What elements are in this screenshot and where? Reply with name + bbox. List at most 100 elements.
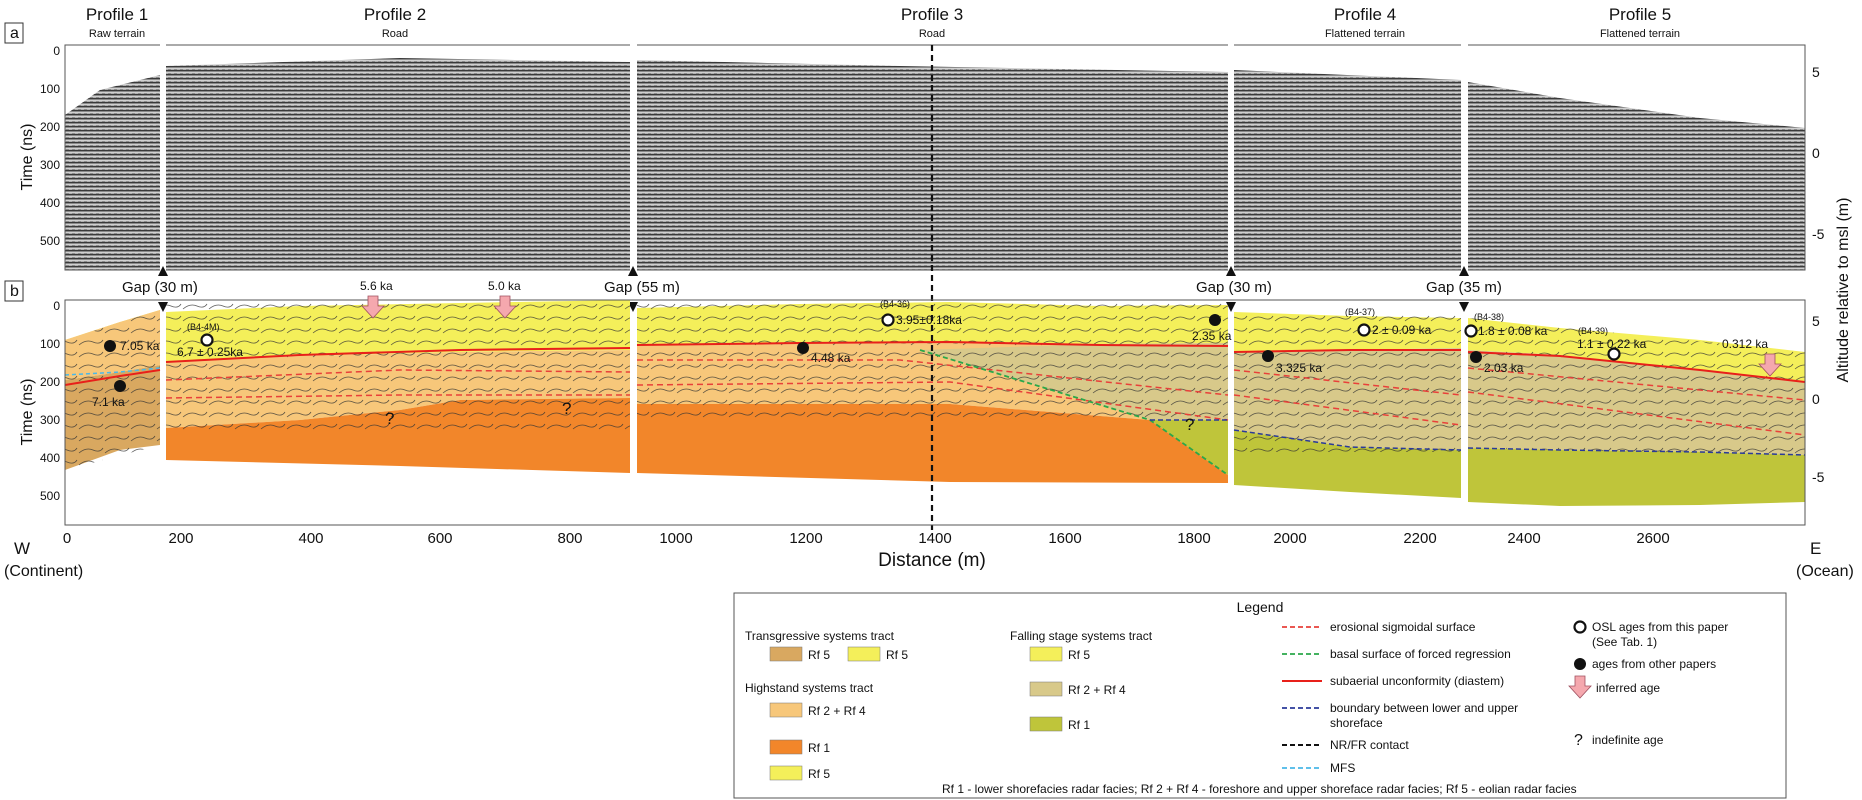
- distance-tick: 400: [298, 530, 323, 547]
- radargram-profile-4: [1234, 45, 1461, 270]
- legend-hst-rf1: Rf 1: [808, 741, 830, 755]
- a-time-tick: 500: [40, 234, 60, 248]
- a-time-tick: 200: [40, 120, 60, 134]
- east-sub-label: (Ocean): [1796, 563, 1854, 580]
- age-label: 0.312 ka: [1722, 337, 1768, 351]
- a-time-tick: 300: [40, 158, 60, 172]
- b-time-tick: 100: [40, 337, 60, 351]
- b-time-tick: 200: [40, 375, 60, 389]
- p3-rf1: [637, 404, 1228, 483]
- a-time-tick: 0: [53, 44, 60, 58]
- age-label: 1.8 ± 0.08 ka: [1478, 324, 1548, 338]
- legend-tst-rf5b: Rf 5: [886, 648, 908, 662]
- indefinite-age-mark: ?: [385, 409, 394, 428]
- legend-hst-rf5: Rf 5: [808, 767, 830, 781]
- legend-fsst: Falling stage systems tract: [1010, 629, 1153, 643]
- legend-swatch-hst-rf1: [769, 739, 803, 755]
- distance-tick: 2000: [1273, 530, 1306, 547]
- age-dot: [1262, 350, 1274, 362]
- a-time-tick: 400: [40, 196, 60, 210]
- age-label: 4.48 ka: [811, 351, 851, 365]
- age-label: 6.7 ± 0.25ka: [177, 345, 243, 359]
- age-label: 5.6 ka: [360, 279, 393, 293]
- gap-separators: [158, 40, 1469, 520]
- age-dot: [1470, 351, 1482, 363]
- b-time-tick: 400: [40, 451, 60, 465]
- age-dot: [1209, 314, 1221, 326]
- profile-4-subtitle: Flattened terrain: [1325, 28, 1405, 40]
- profile-2-subtitle: Road: [382, 28, 408, 40]
- legend-swatch-tst-rf5-brown: [769, 646, 803, 662]
- gap-label-1: Gap (30 m): [122, 279, 198, 296]
- panel-b-time-ticks: 0 100 200 300 400 500: [40, 299, 60, 503]
- radargram-panels: [65, 45, 1805, 270]
- a-alt-tick: -5: [1812, 226, 1825, 242]
- legend-fsst-rf24: Rf 2 + Rf 4: [1068, 683, 1126, 697]
- a-alt-tick: 0: [1812, 145, 1820, 161]
- age-label: 2.35 ka: [1192, 329, 1232, 343]
- distance-tick: 1200: [789, 530, 822, 547]
- panel-a-time-label: Time (ns): [19, 124, 36, 191]
- osl-age-marker: [1607, 347, 1621, 361]
- a-time-tick: 100: [40, 82, 60, 96]
- profile-3-subtitle: Road: [919, 28, 945, 40]
- legend-other-age-symbol: [1574, 658, 1586, 670]
- age-label: 7.1 ka: [92, 395, 125, 409]
- legend-swatch-hst-rf5: [769, 765, 803, 781]
- panel-a-alt-ticks: 5 0 -5: [1812, 64, 1825, 242]
- panel-a-label: a: [10, 25, 19, 42]
- legend-tst: Transgressive systems tract: [745, 629, 895, 643]
- legend-mfs: MFS: [1330, 761, 1355, 775]
- osl-age-marker: [1357, 323, 1371, 337]
- a-alt-tick: 5: [1812, 64, 1820, 80]
- legend-nrfr: NR/FR contact: [1330, 738, 1409, 752]
- erosional-sigmoidal-line-2: [165, 381, 1806, 436]
- b-alt-tick: 0: [1812, 391, 1820, 407]
- age-label: 2 ± 0.09 ka: [1372, 323, 1432, 337]
- profile-5-title: Profile 5: [1609, 5, 1671, 24]
- legend-question-mark: ?: [1574, 732, 1583, 749]
- legend-erosional: erosional sigmoidal surface: [1330, 620, 1476, 634]
- legend-boundary-a: boundary between lower and upper: [1330, 701, 1518, 715]
- legend-swatch-fsst-rf24: [1029, 681, 1063, 697]
- lower-upper-shoreface-boundary-line: [1150, 419, 1806, 456]
- inferred-age-arrow: [493, 295, 517, 319]
- panel-a-frame: [64, 44, 1806, 271]
- panel-b-label: b: [10, 283, 19, 300]
- age-sample-id: (B4-4M): [187, 322, 220, 332]
- distance-tick: 800: [557, 530, 582, 547]
- b-time-tick: 0: [53, 299, 60, 313]
- distance-tick: 200: [168, 530, 193, 547]
- distance-ticks: 0 200 400 600 800 1000 1200 1400 1600 18…: [63, 530, 1670, 547]
- legend-hst-rf24: Rf 2 + Rf 4: [808, 704, 866, 718]
- legend-swatch-fsst-rf1: [1029, 716, 1063, 732]
- radargram-top-mask-5: [1468, 45, 1805, 128]
- distance-tick: 1600: [1048, 530, 1081, 547]
- interpretation-lines: [64, 45, 1806, 530]
- age-dot: [114, 380, 126, 392]
- panel-a-time-ticks: 0 100 200 300 400 500: [40, 44, 60, 248]
- age-dot: [797, 342, 809, 354]
- profile-1-subtitle: Raw terrain: [89, 28, 145, 40]
- legend-tst-rf5a: Rf 5: [808, 648, 830, 662]
- age-sample-id: (B4-38): [1474, 312, 1504, 322]
- age-sample-id: (B4-37): [1345, 307, 1375, 317]
- radargram-top-mask-2: [166, 45, 630, 66]
- legend-swatch-fsst-rf5: [1029, 646, 1063, 662]
- distance-tick: 2600: [1636, 530, 1669, 547]
- age-markers: 7.05 ka 7.1 ka (B4-4M) 6.7 ± 0.25ka 5.6 …: [92, 279, 1782, 434]
- profile-3-title: Profile 3: [901, 5, 963, 24]
- osl-age-marker: [200, 333, 214, 347]
- distance-axis-label: Distance (m): [878, 550, 986, 571]
- legend-osl-a: OSL ages from this paper: [1592, 620, 1728, 634]
- indefinite-age-mark: ?: [562, 399, 571, 418]
- radargram-profile-1: [65, 75, 160, 270]
- profile-4-title: Profile 4: [1334, 5, 1396, 24]
- legend-fsst-rf5: Rf 5: [1068, 648, 1090, 662]
- distance-tick: 1000: [659, 530, 692, 547]
- gap-label-4: Gap (35 m): [1426, 279, 1502, 296]
- panel-b-label-box: [4, 280, 24, 302]
- legend-other-ages: ages from other papers: [1592, 657, 1716, 671]
- legend-swatch-tst-rf5-yellow: [847, 646, 881, 662]
